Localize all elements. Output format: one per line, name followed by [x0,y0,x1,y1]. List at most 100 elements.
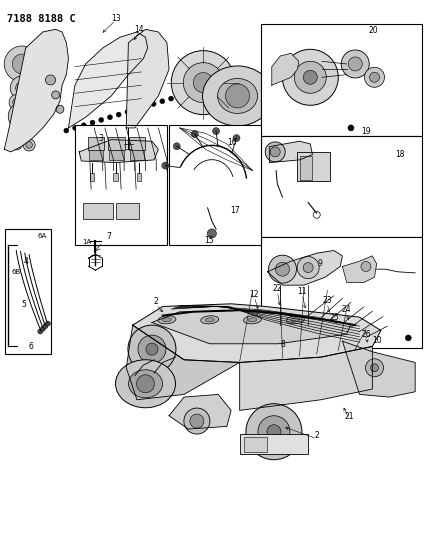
Circle shape [191,131,198,138]
Circle shape [38,329,43,334]
Polygon shape [342,341,415,397]
Bar [240,434,308,454]
Polygon shape [152,310,351,344]
Circle shape [348,125,354,131]
Circle shape [52,91,59,99]
Bar [302,325,323,344]
Text: 1A: 1A [82,239,91,245]
Ellipse shape [201,316,219,324]
Ellipse shape [116,360,175,408]
Circle shape [297,256,319,279]
Text: 24: 24 [341,305,351,314]
Ellipse shape [158,316,176,324]
Ellipse shape [248,318,257,322]
Bar [148,150,157,157]
Ellipse shape [163,318,171,322]
Circle shape [10,138,22,150]
Text: 21: 21 [345,412,354,421]
Circle shape [193,72,213,93]
Text: 17: 17 [230,206,239,215]
Polygon shape [270,141,312,163]
Circle shape [151,101,156,107]
Circle shape [258,416,290,448]
Text: 2: 2 [314,432,319,440]
Text: 5: 5 [21,301,26,309]
Circle shape [137,375,155,393]
Bar [90,173,94,181]
Circle shape [294,61,326,93]
Circle shape [313,211,320,219]
Circle shape [246,403,302,460]
Circle shape [348,57,362,71]
Bar [75,125,167,245]
Circle shape [20,94,36,110]
Circle shape [369,72,380,82]
Text: 11: 11 [297,287,307,296]
Text: 2: 2 [154,297,159,306]
Text: 14: 14 [134,25,144,34]
Circle shape [149,150,155,157]
Bar [261,237,422,348]
Text: 19: 19 [361,127,371,136]
Text: 6A: 6A [37,232,47,239]
Circle shape [138,335,166,363]
Circle shape [171,51,235,115]
Circle shape [365,67,384,87]
Bar [244,437,268,452]
Circle shape [366,359,383,377]
Circle shape [64,128,69,133]
Polygon shape [126,29,169,128]
Circle shape [169,96,173,101]
Polygon shape [4,29,68,152]
Circle shape [26,142,33,148]
Circle shape [116,112,121,117]
Circle shape [40,326,45,332]
Text: 7: 7 [107,232,112,241]
Ellipse shape [291,318,300,322]
Text: 6B: 6B [12,269,21,275]
Circle shape [265,142,285,162]
Text: 13: 13 [111,14,120,22]
Circle shape [361,262,371,271]
Polygon shape [133,304,381,362]
Ellipse shape [286,316,304,324]
Circle shape [268,255,297,283]
Circle shape [207,229,217,238]
Bar [129,137,145,150]
Circle shape [233,134,240,142]
Ellipse shape [205,318,214,322]
Circle shape [10,76,34,100]
Circle shape [125,109,130,115]
Text: 6: 6 [28,342,33,351]
Text: 26: 26 [362,330,371,339]
Circle shape [160,99,165,104]
Circle shape [13,126,21,135]
Circle shape [270,147,280,157]
Ellipse shape [217,78,258,114]
Bar [83,203,113,219]
Circle shape [134,107,139,112]
Circle shape [24,125,32,133]
Ellipse shape [128,370,163,398]
Circle shape [146,343,158,355]
Bar [169,125,261,245]
Circle shape [56,105,64,114]
Circle shape [162,162,169,169]
Text: 23: 23 [322,296,332,305]
Bar [116,203,139,219]
Polygon shape [342,256,377,282]
Circle shape [226,84,250,108]
Circle shape [43,324,48,329]
Bar [261,136,422,237]
Bar [300,156,312,180]
Circle shape [371,364,378,372]
Circle shape [8,102,36,130]
Ellipse shape [244,316,262,324]
Bar [261,24,422,136]
Text: 10: 10 [373,336,382,344]
Circle shape [90,120,95,125]
Polygon shape [68,32,148,128]
Circle shape [20,121,36,137]
Circle shape [282,49,338,106]
Circle shape [9,123,25,139]
